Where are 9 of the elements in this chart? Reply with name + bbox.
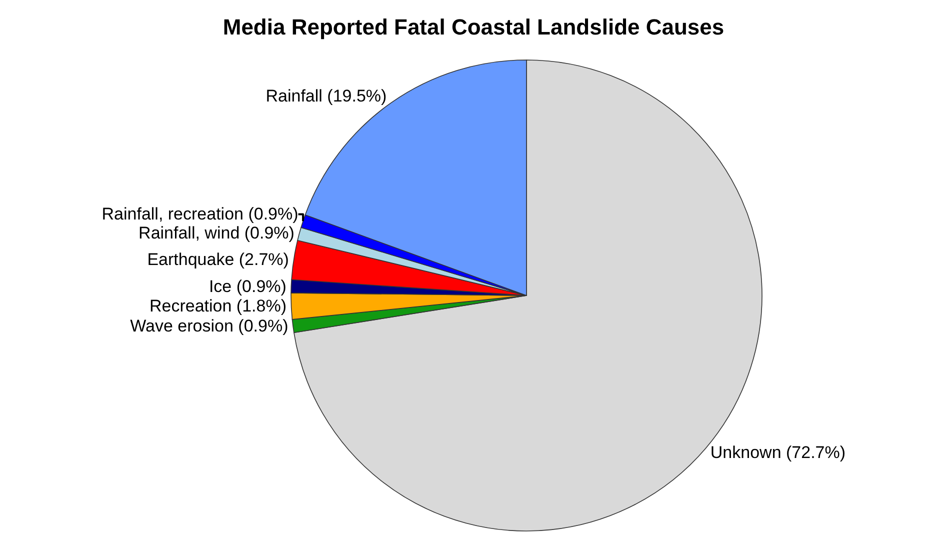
slice-label: Rainfall, recreation (0.9%) bbox=[102, 204, 298, 224]
slice-label: Rainfall (19.5%) bbox=[266, 86, 387, 106]
slice-label: Unknown (72.7%) bbox=[710, 442, 846, 462]
slice-label: Rainfall, wind (0.9%) bbox=[138, 224, 294, 243]
slice-label: Earthquake (2.7%) bbox=[147, 250, 289, 270]
slice-label: Ice (0.9%) bbox=[208, 276, 286, 296]
slice-label: Recreation (1.8%) bbox=[149, 296, 286, 316]
slice-label: Wave erosion (0.9%) bbox=[130, 316, 288, 336]
chart-title: Media Reported Fatal Coastal Landslide Causes bbox=[222, 14, 724, 40]
